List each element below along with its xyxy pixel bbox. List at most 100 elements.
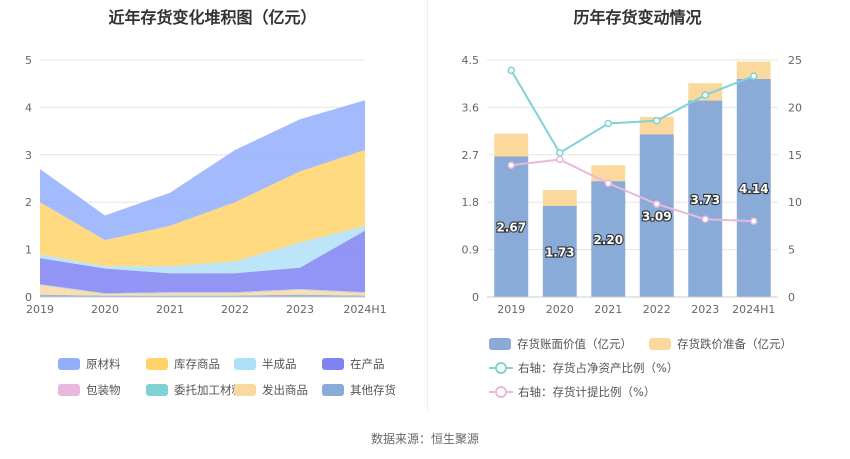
legend-swatch (58, 384, 80, 396)
y-tick-label: 5 (25, 54, 32, 67)
legend-label: 原材料 (86, 357, 121, 371)
legend-label: 库存商品 (174, 357, 220, 371)
legend-item[interactable]: 原材料 (58, 356, 121, 372)
area-series (40, 284, 365, 294)
legend-swatch (146, 358, 168, 370)
y-tick-label: 1 (25, 244, 32, 257)
legend-label: 包装物 (86, 383, 121, 397)
x-tick-label: 2022 (221, 303, 249, 316)
y-left-tick-label: 0.9 (462, 244, 480, 257)
line-series (511, 158, 754, 223)
bar-book-value (591, 181, 626, 297)
area-series (40, 284, 365, 295)
left-chart-legend: 原材料 库存商品 半成品 在产品包装物 委托加工材料 发出商品 其他存货 (30, 356, 420, 406)
x-tick-label: 2020 (546, 303, 574, 316)
legend-swatch (649, 338, 671, 350)
legend-label: 在产品 (350, 357, 385, 371)
bar-book-value (688, 100, 723, 297)
x-tick-label: 2021 (156, 303, 184, 316)
line-point (653, 200, 661, 208)
x-tick-label: 2021 (594, 303, 622, 316)
y-right-tick-label: 10 (788, 196, 802, 209)
y-right-tick-label: 0 (788, 291, 795, 304)
legend-line-swatch (489, 362, 513, 374)
legend-label: 右轴：存货计提比例（%） (518, 385, 656, 399)
x-tick-label: 2022 (643, 303, 671, 316)
bar-impairment-provision (591, 165, 626, 182)
y-tick-label: 3 (25, 149, 32, 162)
y-right-tick-label: 20 (788, 101, 802, 114)
y-tick-label: 2 (25, 196, 32, 209)
area-series (40, 100, 365, 241)
x-tick-label: 2024H1 (732, 303, 775, 316)
bar-data-label: 3.73 (690, 193, 720, 207)
line-point (604, 119, 612, 128)
legend-item[interactable]: 半成品 (234, 356, 297, 372)
line-point (556, 155, 564, 164)
legend-item[interactable]: 委托加工材料 (146, 382, 243, 398)
y-left-tick-label: 3.6 (462, 101, 480, 114)
inventory-bar-line-chart: 0 0.9 1.8 2.7 3.6 4.5 0 5 10 15 20 25 2019 2020 2021 20… (462, 54, 803, 316)
legend-item[interactable]: 其他存货 (322, 382, 396, 398)
legend-label: 存货跌价准备（亿元） (677, 337, 792, 351)
legend-line-swatch (489, 386, 513, 398)
legend-swatch (58, 358, 80, 370)
line-point (750, 72, 758, 80)
left-chart-title: 近年存货变化堆积图（亿元） (108, 8, 317, 27)
data-source-note: 数据来源：恒生聚源 (370, 432, 479, 446)
legend-swatch (146, 384, 168, 396)
legend-label: 其他存货 (350, 383, 396, 397)
panel-divider (427, 0, 428, 410)
y-left-tick-label: 1.8 (462, 196, 480, 209)
x-tick-label: 2020 (91, 303, 119, 316)
legend-item[interactable]: 在产品 (322, 356, 385, 372)
legend-item[interactable]: 存货跌价准备（亿元） (649, 336, 792, 352)
legend-label: 委托加工材料 (174, 383, 243, 397)
legend-label: 半成品 (262, 357, 297, 371)
line-point (507, 66, 515, 75)
bar-impairment-provision (542, 190, 577, 206)
bar-data-label: 2.67 (496, 221, 526, 235)
legend-item[interactable]: 右轴：存货计提比例（%） (489, 384, 655, 400)
y-right-tick-label: 5 (788, 244, 795, 257)
bar-data-label: 4.14 (739, 182, 769, 196)
area-series (40, 225, 365, 274)
legend-label: 发出商品 (262, 383, 308, 397)
legend-item[interactable]: 包装物 (58, 382, 121, 398)
area-series (40, 285, 365, 296)
legend-label: 右轴：存货占净资产比例（%） (518, 361, 679, 375)
y-right-tick-label: 25 (788, 54, 802, 67)
legend-swatch (322, 384, 344, 396)
bar-book-value (736, 78, 771, 298)
y-left-tick-label: 4.5 (462, 54, 480, 67)
y-left-tick-label: 2.7 (462, 149, 480, 162)
x-tick-label: 2023 (286, 303, 314, 316)
line-point (604, 179, 612, 187)
line-point (701, 91, 709, 99)
y-tick-label: 4 (25, 101, 32, 114)
line-series (510, 69, 755, 155)
legend-item[interactable]: 库存商品 (146, 356, 220, 372)
legend-item[interactable]: 右轴：存货占净资产比例（%） (489, 360, 678, 376)
bar-book-value (542, 205, 577, 297)
legend-item[interactable]: 存货账面价值（亿元） (489, 336, 632, 352)
legend-item[interactable]: 发出商品 (234, 382, 308, 398)
bar-book-value (494, 156, 529, 297)
line-point (556, 149, 564, 157)
y-right-tick-label: 15 (788, 149, 802, 162)
area-series (40, 294, 365, 297)
legend-label: 存货账面价值（亿元） (517, 337, 632, 351)
line-point (653, 116, 661, 125)
line-point (750, 217, 758, 225)
x-tick-label: 2023 (691, 303, 719, 316)
x-tick-label: 2019 (497, 303, 525, 316)
x-tick-label: 2019 (26, 303, 54, 316)
y-tick-label: 0 (25, 291, 32, 304)
legend-swatch (234, 358, 256, 370)
y-left-tick-label: 0 (472, 291, 479, 304)
x-tick-label: 2024H1 (343, 303, 386, 316)
line-point (701, 215, 709, 224)
right-chart-title: 历年存货变动情况 (573, 8, 702, 27)
stacked-area-chart: 0 1 2 3 4 5 2019 2020 2021 2022 2023 2024H1 (25, 54, 387, 316)
bar-data-label: 1.73 (545, 245, 575, 259)
